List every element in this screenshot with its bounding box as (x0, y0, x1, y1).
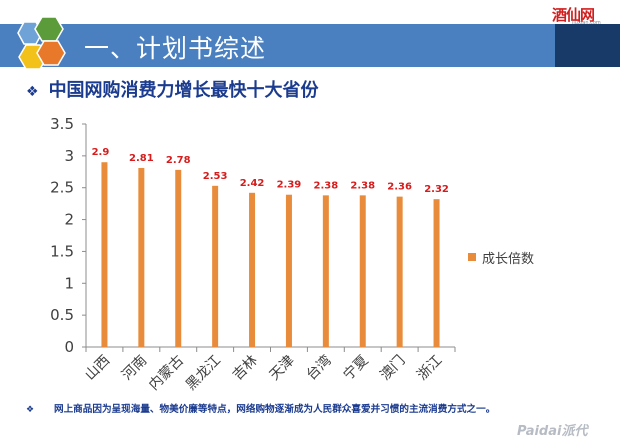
data-label: 2.32 (424, 184, 449, 195)
x-tick-label: 内蒙古 (146, 353, 187, 394)
bar (285, 194, 292, 347)
hexagon-cluster-icon (17, 16, 66, 70)
x-tick-label: 浙江 (414, 353, 445, 384)
logo-subtext: jiuxian.com (572, 20, 601, 26)
bar (212, 185, 219, 347)
x-tick-label: 澳门 (377, 353, 408, 384)
chart-heading-text: 中国网购消费力增长最快十大省份 (48, 80, 319, 101)
bar (175, 169, 182, 347)
x-tick-label: 台湾 (303, 352, 335, 384)
data-label: 2.36 (387, 182, 412, 193)
diamond-bullet-icon: ❖ (26, 84, 39, 100)
data-label: 2.78 (166, 155, 191, 166)
bar (249, 192, 256, 347)
bar (396, 196, 403, 347)
data-label: 2.38 (350, 180, 375, 191)
bar (433, 199, 440, 347)
data-label: 2.9 (92, 147, 110, 158)
data-label: 2.53 (203, 171, 228, 182)
logo-text: 酒仙网 (552, 6, 595, 24)
bar (322, 195, 329, 347)
x-tick-label: 宁夏 (340, 352, 372, 384)
data-label: 2.42 (240, 178, 265, 189)
chart-heading: ❖ 中国网购消费力增长最快十大省份 (26, 76, 319, 102)
footnote: ❖ 网上商品因为呈现海量、物美价廉等特点，网络购物逐渐成为人民群众喜爱并习惯的主流… (26, 403, 581, 417)
x-tick-label: 天津 (267, 353, 298, 384)
title-bar (0, 24, 555, 67)
y-tick-label: 2.5 (50, 179, 74, 197)
page-title: 一、计划书综述 (84, 34, 267, 63)
bar (359, 195, 366, 347)
y-tick-label: 3.5 (50, 115, 74, 133)
title-bar-accent (555, 24, 620, 67)
y-tick-label: 0 (64, 338, 74, 356)
data-label: 2.39 (277, 180, 302, 191)
x-tick-label: 吉林 (230, 353, 261, 384)
legend-label: 成长倍数 (482, 252, 534, 267)
data-label: 2.38 (314, 180, 339, 191)
bar (101, 162, 108, 347)
y-tick-label: 1.5 (50, 242, 74, 260)
y-tick-label: 3 (64, 147, 74, 165)
watermark: Paidai派代 (517, 424, 588, 439)
footnote-text: 网上商品因为呈现海量、物美价廉等特点，网络购物逐渐成为人民群众喜爱并习惯的主流消… (54, 404, 496, 415)
brand-logo: 酒仙网 jiuxian.com (552, 4, 601, 26)
diamond-bullet-icon: ❖ (26, 405, 35, 415)
bar (138, 167, 145, 347)
x-tick-label: 河南 (119, 353, 150, 384)
data-label: 2.81 (129, 153, 154, 164)
y-tick-label: 2 (64, 211, 74, 229)
y-tick-label: 1 (64, 274, 74, 292)
legend-swatch (468, 253, 476, 261)
y-tick-label: 0.5 (50, 306, 74, 324)
x-tick-label: 山西 (82, 353, 113, 384)
x-tick-label: 黑龙江 (183, 353, 224, 394)
